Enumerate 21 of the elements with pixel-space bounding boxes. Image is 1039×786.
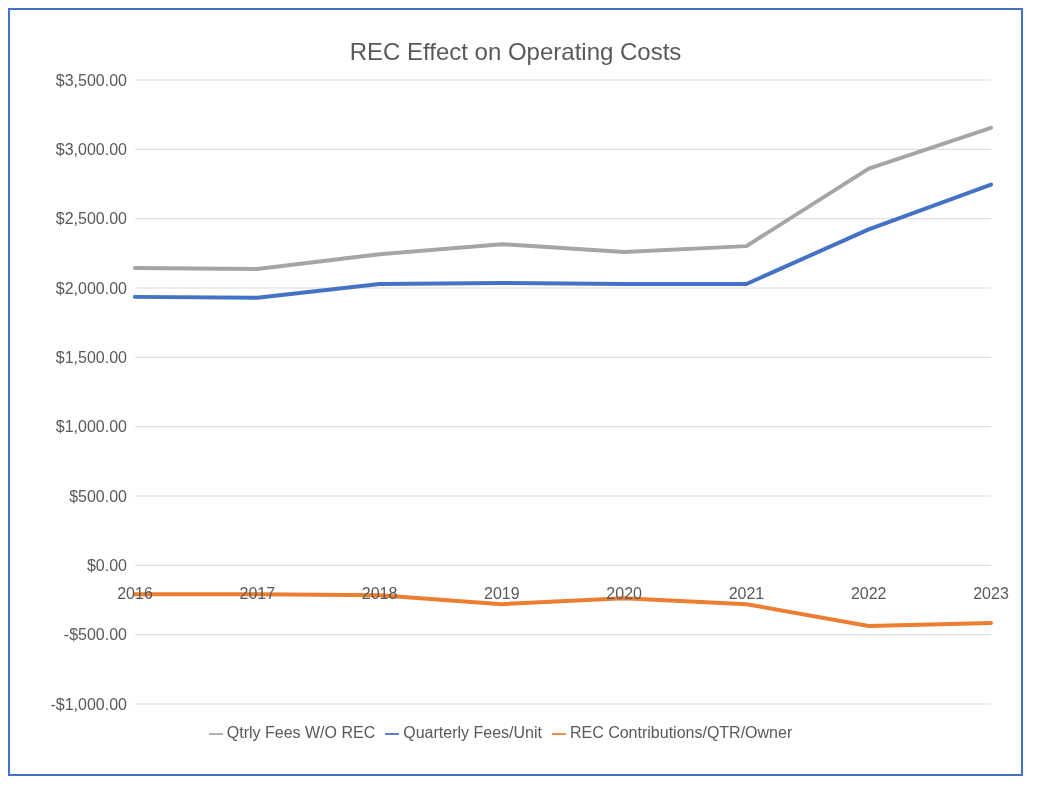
legend-label: Qtrly Fees W/O REC [226,724,376,741]
y-tick-label: -$1,000.00 [50,695,128,713]
y-tick-label: -$500.00 [63,626,128,644]
y-tick-label: $0.00 [86,557,128,575]
x-tick-label: 2023 [973,585,1009,603]
y-tick-label: $2,500.00 [55,210,128,228]
chart-title: REC Effect on Operating Costs [348,38,683,66]
y-tick-label: $1,500.00 [55,349,128,367]
y-tick-label: $3,500.00 [55,71,128,89]
line-series [133,125,993,271]
legend-label: REC Contributions/QTR/Owner [569,724,793,741]
x-tick-label: 2021 [728,585,765,603]
y-tick-label: $2,000.00 [55,279,128,297]
y-tick-label: $3,000.00 [55,141,128,159]
x-tick-label: 2022 [850,585,887,603]
legend-label: Quarterly Fees/Unit [403,724,542,741]
x-tick-label: 2016 [117,585,153,603]
y-tick-label: $1,000.00 [55,418,128,436]
y-tick-label: $500.00 [69,487,128,505]
x-tick-label: 2019 [484,585,520,603]
line-series [133,182,993,300]
